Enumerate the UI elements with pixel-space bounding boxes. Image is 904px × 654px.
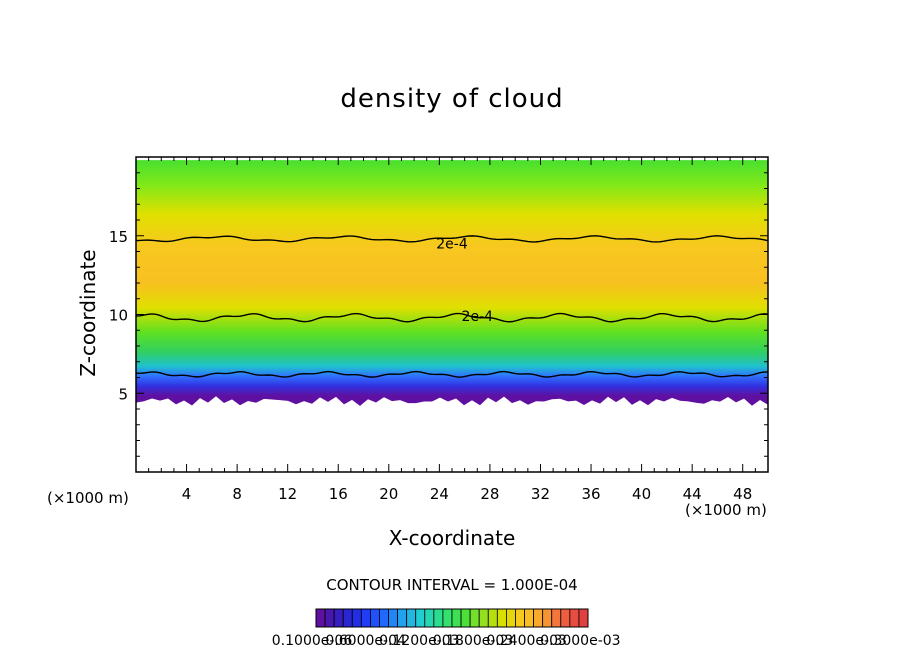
colorbar-swatch [460,608,471,628]
colorbar-swatch [315,608,326,628]
contour-label: 2e-4 [462,309,494,325]
colorbar-swatch [469,608,480,628]
colorbar-swatch [487,608,498,628]
x-tick-label: 36 [581,485,600,503]
colorbar-swatch [578,608,589,628]
y-tick-label: 5 [118,385,128,403]
cloud-density-field [136,160,768,406]
colorbar-label: 0.1800e-03 [433,633,513,649]
colorbar-swatch [478,608,489,628]
colorbar-swatch [451,608,462,628]
y-tick-label: 10 [109,307,128,325]
y-tick-label: 15 [109,228,128,246]
x-tick-label: 48 [733,485,752,503]
colorbar-swatch [442,608,453,628]
colorbar-swatch [551,608,562,628]
colorbar-swatch [379,608,389,628]
contour-line [136,370,768,378]
colorbar-swatch [515,608,525,628]
x-tick-label: 40 [632,485,651,503]
x-tick-label: 44 [683,485,702,503]
colorbar-swatch [542,608,553,628]
colorbar-swatch [360,608,371,628]
contour-label: 2e-4 [436,237,468,253]
colorbar-swatch [415,608,426,628]
x-unit-label-right: (×1000 m) [685,501,767,519]
contour-line [136,235,768,243]
colorbar-swatch [388,608,398,628]
colorbar-swatch [505,608,516,628]
colorbar-swatch [333,608,344,628]
colorbar-swatch [406,608,417,628]
x-tick-label: 8 [232,485,242,503]
colorbar-label: 0.1200e-03 [379,633,459,649]
colorbar-swatch [560,608,571,628]
colorbar-label: 0.1000e-06 [272,633,353,649]
colorbar-swatch [569,608,580,628]
chart-title: density of cloud [340,84,564,114]
colorbar-label: 0.6000e-04 [325,633,406,649]
colorbar-label: 0.3000e-03 [540,633,620,649]
colorbar-label: 0.2400e-03 [486,633,566,649]
colorbar-swatch [397,608,408,628]
contour-line [136,312,768,323]
colorbar-swatch [424,608,435,628]
colorbar-swatch [524,608,534,628]
colorbar-swatch [433,608,444,628]
x-tick-label: 4 [182,485,192,503]
colorbar-swatch [351,608,362,628]
x-tick-label: 32 [531,485,550,503]
colorbar-swatch [369,608,380,628]
colorbar-swatch [496,608,507,628]
x-tick-label: 24 [430,485,449,503]
colorbar-swatch [342,608,353,628]
x-tick-label: 20 [379,485,398,503]
colorbar-swatch [533,608,544,628]
x-tick-label: 28 [480,485,499,503]
x-tick-label: 12 [278,485,297,503]
x-tick-label: 16 [329,485,348,503]
contour-interval: CONTOUR INTERVAL = 1.000E-04 [326,576,578,594]
x-unit-label-left: (×1000 m) [47,489,129,507]
colorbar-swatch [324,608,335,628]
x-axis-label: X-coordinate [388,526,516,550]
